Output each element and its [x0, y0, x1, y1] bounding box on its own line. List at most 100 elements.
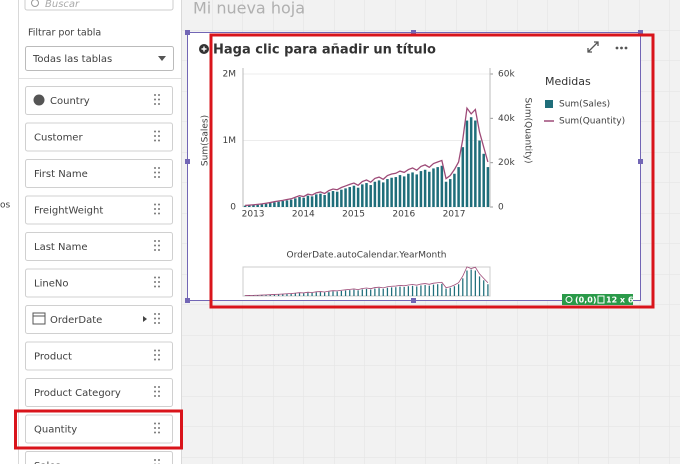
- field-item[interactable]: [25, 122, 173, 152]
- left-strip: [0, 0, 18, 464]
- bar: [407, 173, 410, 207]
- mini-bar: [428, 285, 430, 296]
- drag-handle-dot: [158, 130, 160, 133]
- field-list: Country Customer First Name FreightWeight La…: [25, 86, 173, 464]
- bar: [381, 182, 385, 207]
- table-select[interactable]: [25, 46, 174, 71]
- bar: [486, 167, 490, 207]
- drag-handle-dot: [158, 285, 160, 288]
- drag-handle-dot: [154, 317, 156, 320]
- table-select-text: Todas las tablas: [32, 54, 112, 65]
- y2-axis-title: Sum(Quantity): [523, 97, 533, 163]
- y-tick-label: 0: [230, 203, 236, 213]
- search-box[interactable]: [24, 0, 174, 11]
- field-name[interactable]: Sales: [34, 461, 61, 464]
- field-item[interactable]: [25, 195, 173, 225]
- drag-handle-dot: [154, 285, 156, 288]
- bar: [281, 201, 285, 207]
- expand-icon[interactable]: [587, 41, 599, 53]
- mini-bar: [457, 284, 460, 296]
- field-item[interactable]: [25, 451, 173, 464]
- drag-handle-dot: [158, 139, 160, 142]
- mini-bar: [483, 280, 485, 296]
- field-item[interactable]: [25, 378, 173, 407]
- field-item[interactable]: [25, 305, 173, 334]
- bar: [419, 171, 423, 207]
- mini-bar: [344, 290, 347, 296]
- mini-bar: [340, 290, 343, 296]
- drag-handle-dot: [158, 249, 160, 251]
- bar: [469, 117, 473, 207]
- mini-bar: [386, 287, 389, 296]
- field-item[interactable]: [25, 341, 173, 371]
- legend-label[interactable]: Sum(Sales): [559, 100, 610, 110]
- x-tick-label: 2015: [342, 210, 365, 220]
- field-name[interactable]: First Name: [34, 169, 88, 180]
- drag-handle-dot: [158, 313, 160, 315]
- drag-handle-dot: [154, 98, 156, 101]
- more-icon[interactable]: [615, 46, 628, 50]
- bar: [319, 193, 322, 207]
- bar: [428, 171, 431, 207]
- mini-bar: [353, 289, 355, 296]
- bar: [289, 199, 293, 207]
- bar: [436, 167, 439, 207]
- field-item[interactable]: [25, 414, 173, 444]
- chart-object[interactable]: [187, 32, 641, 301]
- mini-bar: [449, 287, 451, 296]
- field-name[interactable]: Quantity: [34, 425, 77, 436]
- bar: [298, 197, 301, 207]
- bar: [444, 181, 448, 207]
- bar: [465, 120, 469, 207]
- field-item[interactable]: [25, 268, 173, 298]
- field-item[interactable]: [25, 159, 173, 188]
- field-name[interactable]: OrderDate: [50, 315, 102, 326]
- drag-handle-dot: [158, 431, 160, 434]
- drag-handle-dot: [158, 176, 160, 178]
- expand-arrow[interactable]: [143, 316, 147, 322]
- resize-handles: [185, 30, 643, 303]
- mini-bar: [411, 285, 414, 296]
- bar: [327, 192, 331, 207]
- mini-bar: [416, 286, 418, 296]
- mini-bar: [307, 292, 309, 296]
- bar: [398, 175, 402, 207]
- drag-handle-dot: [158, 94, 160, 96]
- mini-bar: [432, 284, 435, 296]
- field-item[interactable]: [25, 232, 173, 261]
- bar: [361, 184, 364, 207]
- bar: [453, 173, 456, 207]
- field-name[interactable]: Product: [34, 352, 72, 363]
- bar: [352, 185, 356, 207]
- drag-handle-dot: [154, 249, 156, 251]
- drag-handle-dot: [158, 244, 160, 247]
- bar: [294, 198, 297, 207]
- bar: [306, 195, 310, 207]
- bar: [344, 188, 347, 207]
- chart-title[interactable]: Haga clic para añadir un título: [213, 43, 436, 58]
- legend-label[interactable]: Sum(Quantity): [559, 117, 625, 127]
- drag-handle-dot: [154, 395, 156, 397]
- drag-handle-dot: [154, 212, 156, 215]
- x-tick-label: 2014: [292, 210, 315, 220]
- bar: [252, 205, 255, 207]
- drag-handle-dot: [158, 281, 160, 283]
- field-name[interactable]: LineNo: [34, 279, 68, 290]
- field-name[interactable]: Product Category: [34, 388, 121, 399]
- field-item[interactable]: [25, 86, 173, 115]
- y-tick-label: 2M: [223, 70, 237, 80]
- field-name[interactable]: Country: [50, 96, 90, 107]
- drag-handle-dot: [158, 135, 160, 137]
- field-name[interactable]: Last Name: [34, 242, 88, 253]
- mini-bar: [319, 292, 322, 296]
- bar: [331, 191, 335, 207]
- drag-handle-dot: [158, 354, 160, 356]
- field-name[interactable]: FreightWeight: [34, 206, 103, 217]
- drag-handle-dot: [158, 390, 160, 393]
- bar: [323, 195, 326, 207]
- mini-bar: [487, 284, 489, 296]
- mini-bar: [294, 293, 296, 296]
- drag-handle-dot: [158, 171, 160, 174]
- field-name[interactable]: Customer: [34, 133, 83, 144]
